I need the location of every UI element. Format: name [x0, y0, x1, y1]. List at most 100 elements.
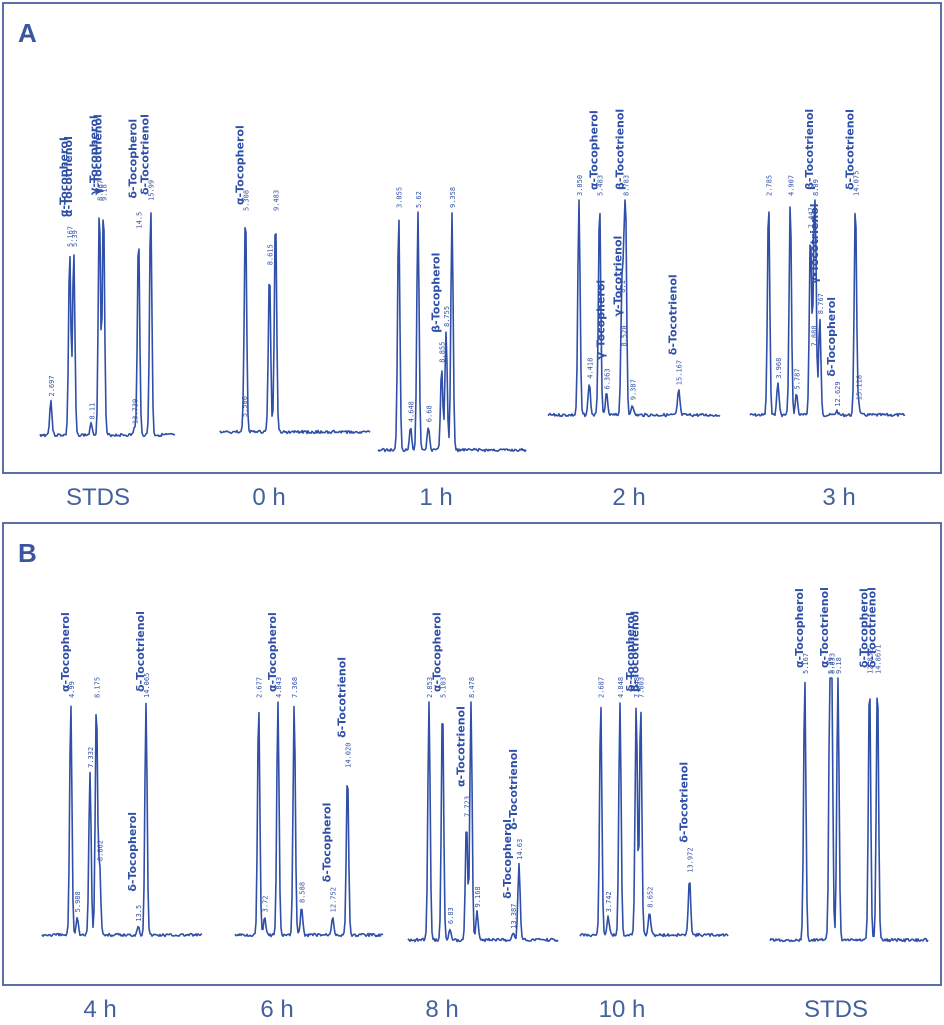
time-label-b-4: STDS [803, 996, 868, 1023]
retention-time-label: 5.167 [67, 226, 75, 247]
peak-compound-label: γ-Tocotrienol [808, 203, 821, 284]
retention-time-label: 8.520 [621, 325, 629, 346]
peak-compound-label: δ-Tocotrienol [667, 274, 680, 355]
peak-compound-label: α-Tocopherol [266, 612, 279, 692]
retention-time-label: 4.418 [586, 358, 594, 379]
retention-time-label: 15.167 [676, 360, 684, 385]
time-label-b-3: 10 h [598, 996, 646, 1023]
retention-time-label: 8.767 [817, 293, 825, 314]
peak-compound-label: δ-Tocopherol [321, 803, 334, 883]
chromatogram-5: 4.99α-Tocopherol 5.988 7.332 8.175 8.862 14.0… [41, 611, 203, 938]
retention-time-label: 5.500 [241, 396, 249, 417]
time-label-a-3: 2 h [612, 484, 646, 511]
chromatogram-trace [41, 702, 203, 938]
retention-time-label: 8.588 [299, 882, 307, 903]
retention-time-label: 8.855 [439, 342, 447, 363]
peak-compound-label: α-Tocopherol [59, 612, 72, 692]
retention-time-label: 3.055 [396, 187, 404, 208]
retention-time-label: 6.83 [447, 907, 455, 924]
panel-a-letter: A [18, 18, 37, 48]
peak-compound-label: α-Tocotrienol [62, 136, 75, 217]
retention-time-label: 5.103 [440, 677, 448, 698]
retention-time-label: 12.752 [330, 887, 338, 912]
retention-time-label: 8.09 [812, 179, 820, 196]
chromatogram-trace [407, 701, 559, 943]
retention-time-label: 9.387 [629, 379, 637, 400]
peak-compound-label: δ-Tocotrienol [843, 109, 856, 190]
chromatogram-trace [547, 199, 721, 418]
retention-time-label: 8.1 [619, 280, 627, 293]
peak-compound-label: α-Tocopherol [58, 137, 71, 217]
peak-compound-label: δ-Tocopherol [501, 819, 514, 899]
retention-time-label: 5.787 [794, 368, 802, 389]
retention-time-label: 9.18 [835, 657, 843, 674]
retention-time-label: 14.5 [136, 212, 144, 229]
retention-time-label: 14.075 [852, 171, 860, 196]
peak-compound-label: β-Tocotrienol [613, 109, 626, 190]
retention-time-label: 3.968 [775, 358, 783, 379]
retention-time-label: 2.785 [766, 175, 774, 196]
chromatogram-trace [219, 227, 371, 435]
retention-time-label: 2.697 [48, 375, 56, 396]
peak-compound-label: γ-Tocopherol [87, 115, 100, 195]
retention-time-label: 5.39 [827, 657, 835, 674]
retention-time-label: 14.065 [143, 673, 151, 698]
retention-time-label: 4.99 [68, 681, 76, 698]
time-label-a-1: 0 h [252, 484, 286, 511]
retention-time-label: 2.687 [598, 677, 606, 698]
retention-time-label: 3.050 [576, 175, 584, 196]
peak-compound-label: δ-Tocopherol [127, 119, 140, 199]
retention-time-label: 14.8671 [874, 644, 882, 674]
retention-time-label: 7.723 [464, 796, 472, 817]
peak-compound-label: δ-Tocopherol [858, 588, 871, 668]
retention-time-label: 13.739 [132, 399, 140, 424]
chromatogram-trace [749, 199, 906, 418]
chromatogram-4: 2.785 3.968 4.907 5.787 7.447 7.888 8.09β-Toco… [749, 109, 906, 418]
peak-compound-label: δ-Tocopherol [825, 297, 838, 377]
peak-compound-label: β-Tocotrienol [629, 611, 642, 692]
retention-time-label: 8.755 [443, 306, 451, 327]
peak-compound-label: γ-Tocopherol [594, 280, 607, 360]
retention-time-label: 8.867 [96, 180, 104, 201]
retention-time-label: 4.648 [408, 401, 416, 422]
peak-compound-label: β-Tocotrienol [803, 109, 816, 190]
peak-compound-label: α-Tocopherol [793, 588, 806, 668]
retention-time-label: 13.972 [687, 847, 695, 872]
retention-time-label: 15.118 [856, 375, 864, 400]
peak-compound-label: δ-Tocotrienol [865, 587, 878, 668]
peak-compound-label: α-Tocopherol [588, 110, 601, 190]
time-label-b-2: 8 h [425, 996, 459, 1023]
time-label-a-0: STDS [65, 484, 130, 511]
retention-time-label: 5.167 [802, 653, 810, 674]
retention-time-label: 15.99 [148, 180, 156, 201]
chromatogram-trace [377, 211, 527, 453]
retention-time-label: 2.853 [426, 677, 434, 698]
retention-time-label: 8.11 [88, 403, 96, 420]
retention-time-label: 5.39 [71, 230, 79, 247]
time-label-a-4: 3 h [822, 484, 856, 511]
peak-compound-label: α-Tocopherol [431, 612, 444, 692]
time-label-b-0: 4 h [83, 996, 117, 1023]
retention-time-label: 9.168 [474, 886, 482, 907]
chromatogram-trace [769, 677, 929, 943]
retention-time-label: 3.742 [605, 891, 613, 912]
retention-time-label: 8.175 [93, 677, 101, 698]
peak-compound-label: γ-Tocotrienol [612, 236, 625, 317]
panel-b: B [2, 522, 942, 986]
retention-time-label: 9.483 [273, 190, 281, 211]
retention-time-label: 3.72 [262, 896, 270, 913]
retention-time-label: 6.363 [603, 368, 611, 389]
retention-time-label: 7.332 [87, 747, 95, 768]
peak-compound-label: δ-Tocotrienol [678, 762, 691, 843]
retention-time-label: 8.615 [267, 244, 275, 265]
retention-time-label: 5.483 [597, 175, 605, 196]
chromatogram-0: 2.697 5.167 α-Tocopherol 5.39 α-Tocotrienol 8… [39, 114, 176, 438]
chromatogram-trace [39, 212, 176, 438]
retention-time-label: 4.907 [787, 175, 795, 196]
retention-time-label: 7.368 [291, 677, 299, 698]
